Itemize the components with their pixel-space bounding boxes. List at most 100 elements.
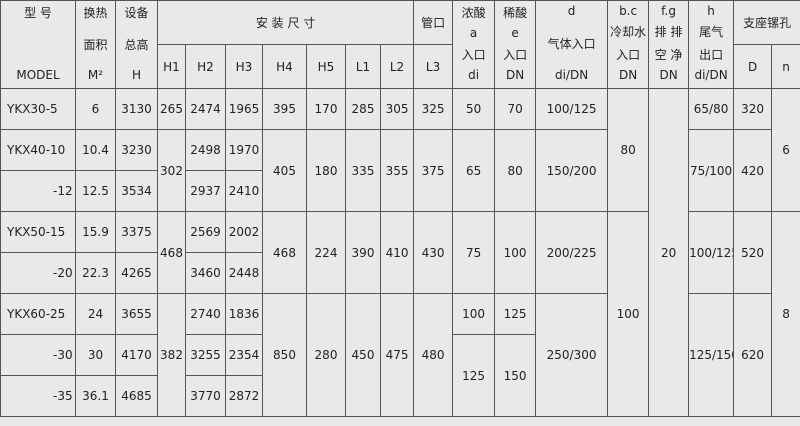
header-cell: h 尾气出口 di/DN xyxy=(688,0,735,89)
header-line: 支座镙孔 xyxy=(743,16,792,30)
header-line: b.c xyxy=(619,4,638,18)
model-cell: -20 xyxy=(0,252,76,294)
value-cell: 3770 xyxy=(185,375,226,417)
value-cell: 430 xyxy=(413,211,454,294)
header-cell: b.c 冷却水 入口 DN xyxy=(607,0,650,89)
header-lines: 支座镙孔 xyxy=(735,14,800,31)
data-row: YKX30-5 6 3130 265 2474 1965 395 170 285 305 325 50… xyxy=(0,88,800,417)
value-cell: 3655 xyxy=(115,293,158,335)
header-line: f.g xyxy=(661,4,676,18)
value-cell: 2354 xyxy=(225,334,263,376)
header-line: di/DN xyxy=(694,67,728,82)
header-cell: 型 号 MODEL xyxy=(0,0,76,89)
value-cell: 382 xyxy=(157,293,186,417)
header-lines: 浓酸 a 入口 di xyxy=(454,2,494,86)
header-lines: h 尾气出口 di/DN xyxy=(690,2,733,86)
model-cell: -30 xyxy=(0,334,76,376)
value-cell: 285 xyxy=(345,88,381,130)
header-lines: 换热面积 M² xyxy=(77,2,115,86)
header-cell: 稀酸 e 入口 DN xyxy=(494,0,537,89)
value-cell: 10.4 xyxy=(75,129,116,171)
header-line: 稀酸 xyxy=(503,6,528,20)
value-cell: 180 xyxy=(306,129,346,212)
value-cell: 2498 xyxy=(185,129,226,171)
header-line: 型 号 xyxy=(24,6,52,20)
header-line: d xyxy=(567,4,576,18)
value-cell: 320 xyxy=(733,88,773,130)
header-line: DN xyxy=(659,67,678,82)
value-cell: 3230 xyxy=(115,129,158,171)
value-cell: 3375 xyxy=(115,211,158,253)
value-cell: 75 xyxy=(452,211,496,294)
header-lines: d 气体入口 di/DN xyxy=(537,2,607,86)
value-cell: 405 xyxy=(262,129,307,212)
header-line: di xyxy=(468,67,480,82)
sub-header-cell: L1 xyxy=(345,44,381,89)
model-cell: YKX50-15 xyxy=(0,211,76,253)
value-cell: 4265 xyxy=(115,252,158,294)
model-cell: -35 xyxy=(0,375,76,417)
value-cell: 620 xyxy=(733,293,773,417)
header-cell: 设备 总高 H xyxy=(115,0,158,89)
value-cell: 375 xyxy=(413,129,454,212)
value-cell: 8 xyxy=(771,211,800,417)
header-line: 入口 xyxy=(503,47,528,62)
header-line: 尾气 xyxy=(699,25,724,40)
header-line: 出口 xyxy=(699,47,724,62)
value-cell: 468 xyxy=(262,211,307,294)
value-cell: 22.3 xyxy=(75,252,116,294)
header-lines: 稀酸 e 入口 DN xyxy=(496,2,535,86)
header-line: 排 排 xyxy=(654,25,683,40)
header-cell: 支座镙孔 xyxy=(733,0,800,45)
sub-header-cell: L3 xyxy=(413,44,454,89)
value-cell: 3534 xyxy=(115,170,158,212)
header-line: a xyxy=(469,26,478,41)
header-lines: 安 装 尺 寸 xyxy=(159,14,413,31)
value-cell: 170 xyxy=(306,88,346,130)
value-cell: 2002 xyxy=(225,211,263,253)
value-cell: 305 xyxy=(379,88,415,130)
value-cell: 2872 xyxy=(225,375,263,417)
value-cell: 355 xyxy=(379,129,415,212)
value-cell: 2569 xyxy=(185,211,226,253)
data-row: -35 36.1 4685 3770 2872 xyxy=(0,375,800,417)
header-cell: 浓酸 a 入口 di xyxy=(452,0,496,89)
value-cell: 100/125 xyxy=(535,88,609,130)
value-cell: 468 xyxy=(157,211,186,294)
sub-header-cell: H2 xyxy=(185,44,226,89)
value-cell: 70 xyxy=(494,88,537,130)
value-cell: 125 xyxy=(494,293,537,335)
header-line: 面积 xyxy=(83,38,108,52)
header-line: di/DN xyxy=(554,68,589,82)
header-line: h xyxy=(707,4,715,18)
value-cell: 100 xyxy=(452,293,496,335)
header-lines: f.g 排 排空 净 DN xyxy=(650,2,688,86)
header-line: 浓酸 xyxy=(461,6,486,20)
header-lines: b.c 冷却水 入口 DN xyxy=(609,2,648,86)
model-cell: YKX60-25 xyxy=(0,293,76,335)
header-line: 管口 xyxy=(421,16,446,30)
value-cell: 80 xyxy=(494,129,537,212)
value-cell: 65 xyxy=(452,129,496,212)
header-lines: 设备 总高 H xyxy=(117,2,157,86)
sub-header-cell: L2 xyxy=(379,44,415,89)
model-cell: YKX40-10 xyxy=(0,129,76,171)
header-line: M² xyxy=(87,68,104,82)
header-line: 设备 xyxy=(124,6,149,20)
value-cell: 20 xyxy=(648,88,690,417)
value-cell: 520 xyxy=(733,211,773,294)
value-cell: 1970 xyxy=(225,129,263,171)
header-line: 气体入口 xyxy=(547,36,596,51)
header-lines: 管口 xyxy=(415,14,452,31)
value-cell: 2937 xyxy=(185,170,226,212)
header-cell: d 气体入口 di/DN xyxy=(535,0,609,89)
value-cell: 24 xyxy=(75,293,116,335)
value-cell: 2448 xyxy=(225,252,263,294)
value-cell: 224 xyxy=(306,211,346,294)
header-line: 换热 xyxy=(83,6,108,20)
value-cell: 265 xyxy=(157,88,186,130)
value-cell: 410 xyxy=(379,211,415,294)
value-cell: 1836 xyxy=(225,293,263,335)
value-cell: 3255 xyxy=(185,334,226,376)
